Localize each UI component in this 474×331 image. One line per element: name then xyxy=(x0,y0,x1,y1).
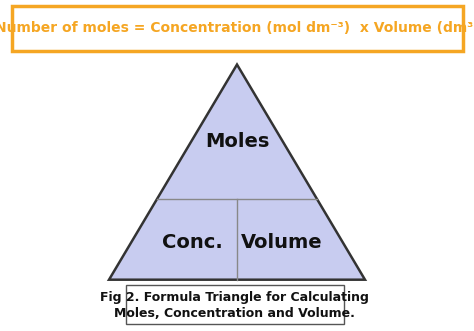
Text: Volume: Volume xyxy=(241,233,322,252)
Text: Fig 2. Formula Triangle for Calculating: Fig 2. Formula Triangle for Calculating xyxy=(100,291,369,304)
FancyBboxPatch shape xyxy=(12,6,463,51)
Text: Moles, Concentration and Volume.: Moles, Concentration and Volume. xyxy=(114,307,355,320)
Text: Number of moles = Concentration (mol dm⁻³)  x Volume (dm³): Number of moles = Concentration (mol dm⁻… xyxy=(0,21,474,35)
Text: Moles: Moles xyxy=(205,132,269,151)
FancyBboxPatch shape xyxy=(126,285,344,324)
Text: Conc.: Conc. xyxy=(162,233,223,252)
Polygon shape xyxy=(109,65,365,280)
